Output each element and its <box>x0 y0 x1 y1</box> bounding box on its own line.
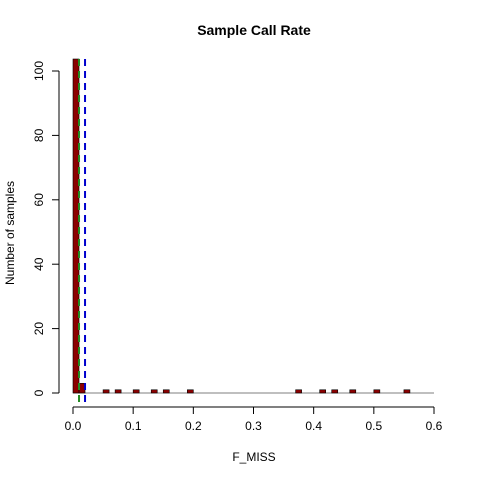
y-axis: 0 20 40 60 80 100 <box>32 61 60 396</box>
y-axis-title: Number of samples <box>3 181 17 285</box>
y-tick-label: 60 <box>32 193 46 207</box>
x-tick-label: 0.5 <box>365 419 382 433</box>
histogram-bar <box>373 389 381 394</box>
y-tick-label: 20 <box>32 322 46 336</box>
histogram-bar <box>331 389 339 394</box>
reference-lines <box>78 59 87 407</box>
x-tick-label: 0.0 <box>65 419 82 433</box>
x-tick-label: 0.1 <box>125 419 142 433</box>
histogram-bar <box>403 389 411 394</box>
histogram-bar <box>72 58 80 394</box>
y-tick-label: 40 <box>32 257 46 271</box>
histogram-bar <box>349 389 357 394</box>
x-tick-label: 0.6 <box>426 419 443 433</box>
x-axis: 0.0 0.1 0.2 0.3 0.4 0.5 0.6 <box>65 406 443 433</box>
y-tick-label: 80 <box>32 128 46 142</box>
histogram-bar <box>162 389 170 394</box>
x-axis-title: F_MISS <box>232 450 275 464</box>
chart-title: Sample Call Rate <box>197 22 311 38</box>
x-tick-label: 0.3 <box>245 419 262 433</box>
histogram-bar <box>114 389 122 394</box>
histogram-bar <box>187 389 194 394</box>
y-tick-label: 100 <box>32 61 46 81</box>
x-tick-label: 0.4 <box>305 419 322 433</box>
histogram-bar <box>319 389 326 394</box>
histogram-bar <box>295 389 302 394</box>
histogram-bar <box>132 389 140 394</box>
bars-group <box>72 58 434 394</box>
histogram-bar <box>150 389 158 394</box>
histogram-bar <box>102 389 110 394</box>
y-tick-label: 0 <box>32 389 46 396</box>
x-tick-label: 0.2 <box>185 419 202 433</box>
